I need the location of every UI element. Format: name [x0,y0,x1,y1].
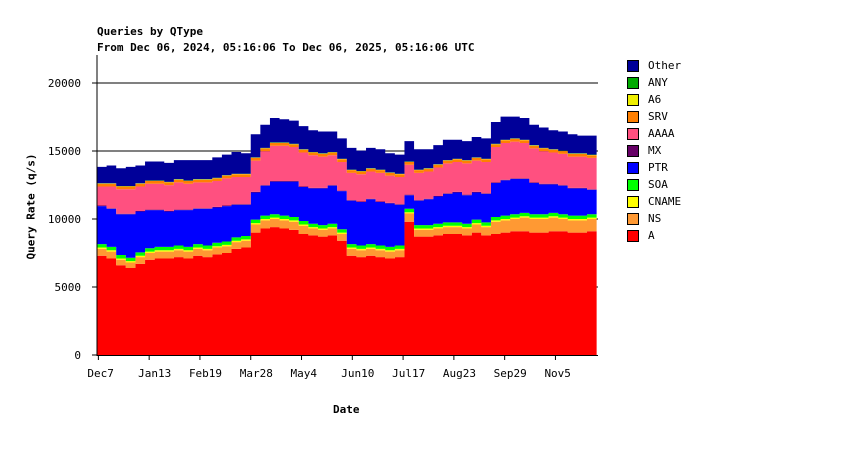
legend-item-a6: A6 [627,93,661,106]
x-tick-label: Jan13 [138,367,171,380]
chart-subtitle: From Dec 06, 2024, 05:16:06 To Dec 06, 2… [97,41,475,54]
legend-label: Other [648,59,682,72]
legend-item-ns: NS [627,212,661,225]
legend-label: SRV [648,110,668,123]
y-tick-label: 0 [74,349,81,362]
series-area-a [97,221,597,355]
series-area-aaaa [97,141,597,214]
legend-swatch [627,212,639,225]
series-area-other [97,116,597,186]
y-tick-label: 10000 [48,213,81,226]
legend-label: SOA [648,178,668,191]
legend-swatch [627,161,639,174]
x-tick-label: Dec7 [87,367,114,380]
x-axis-label: Date [333,403,360,416]
legend-item-other: Other [627,59,681,72]
legend-label: PTR [648,161,668,174]
legend-swatch [627,127,639,140]
legend-item-cname: CNAME [627,195,681,208]
y-tick-label: 20000 [48,77,81,90]
x-tick-label: Feb19 [189,367,222,380]
chart-title: Queries by QType [97,25,203,38]
legend-swatch [627,76,639,89]
legend-swatch [627,178,639,191]
x-tick-label: Jun10 [341,367,374,380]
legend-item-soa: SOA [627,178,668,191]
legend-item-ptr: PTR [627,161,668,174]
x-tick-label: Jul17 [392,367,425,380]
legend-swatch [627,110,639,123]
legend-swatch [627,195,639,208]
legend-label: NS [648,212,662,225]
legend-item-aaaa: AAAA [627,127,675,140]
x-tick-label: Mar28 [240,367,273,380]
legend-swatch [627,93,639,106]
x-tick-label: Nov5 [544,367,571,380]
legend-item-a: A [627,229,655,242]
legend-item-mx: MX [627,144,661,157]
legend-label: MX [648,144,662,157]
legend-label: CNAME [648,195,682,208]
y-tick-label: 5000 [55,281,82,294]
x-tick-label: Aug23 [443,367,476,380]
x-tick-label: May4 [291,367,318,380]
series-area-ptr [97,178,597,258]
legend-item-srv: SRV [627,110,668,123]
legend-label: ANY [648,76,668,89]
x-tick-label: Sep29 [494,367,527,380]
legend-swatch [627,144,639,157]
legend-swatch [627,229,639,242]
legend-label: AAAA [648,127,675,140]
legend-label: A [648,229,655,242]
legend-item-any: ANY [627,76,668,89]
legend-label: A6 [648,93,662,106]
legend-swatch [627,59,639,72]
y-tick-label: 15000 [48,145,81,158]
